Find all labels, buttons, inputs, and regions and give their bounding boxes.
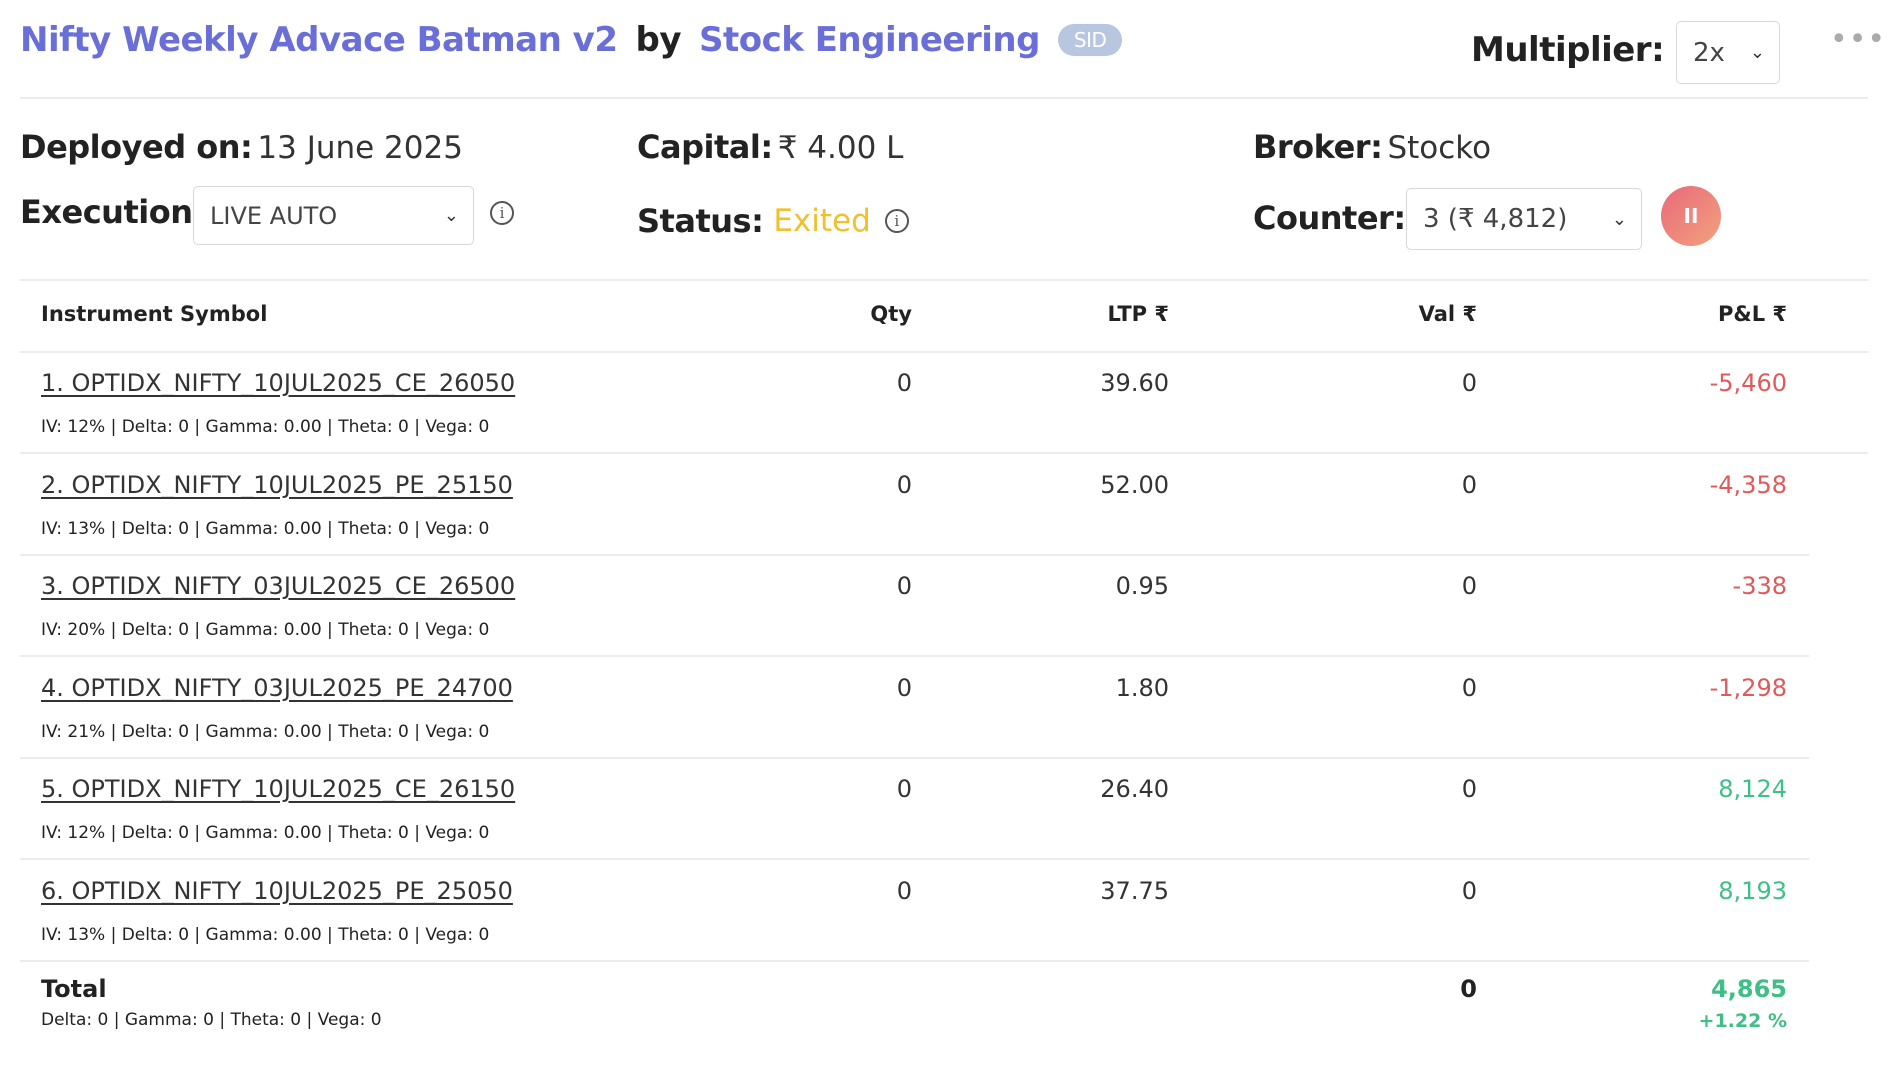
row-qty: 0 — [896, 673, 912, 702]
multiplier-value: 2x — [1693, 37, 1725, 68]
row-pnl: -1,298 — [1709, 673, 1787, 702]
capital-value: ₹ 4.00 L — [777, 130, 904, 166]
row-val: 0 — [1461, 470, 1477, 499]
capital: Capital: ₹ 4.00 L — [637, 128, 903, 166]
total-greeks: Delta: 0 | Gamma: 0 | Theta: 0 | Vega: 0 — [41, 1010, 382, 1030]
row-val: 0 — [1461, 369, 1477, 397]
total-pnl: 4,865 — [1711, 975, 1787, 1003]
instrument-symbol-link[interactable]: 2. OPTIDX_NIFTY_10JUL2025_PE_25150 — [41, 470, 513, 499]
status: Status: Exited i — [637, 202, 909, 240]
execution-label: Execution: — [20, 193, 205, 231]
table-row: 4. OPTIDX_NIFTY_03JUL2025_PE_24700 IV: 2… — [20, 658, 1809, 759]
table-row: 2. OPTIDX_NIFTY_10JUL2025_PE_25150 IV: 1… — [20, 455, 1809, 556]
row-pnl: -5,460 — [1709, 369, 1787, 397]
pause-icon: II — [1683, 204, 1699, 228]
row-qty: 0 — [896, 369, 912, 397]
info-icon[interactable]: i — [490, 201, 514, 225]
row-val: 0 — [1461, 876, 1477, 905]
row-qty: 0 — [896, 876, 912, 905]
total-pnl-percent: +1.22 % — [1698, 1010, 1787, 1032]
row-greeks: IV: 13% | Delta: 0 | Gamma: 0.00 | Theta… — [41, 924, 490, 945]
table-row: 6. OPTIDX_NIFTY_10JUL2025_PE_25050 IV: 1… — [20, 861, 1809, 962]
info-icon[interactable]: i — [884, 209, 909, 233]
table-row: 1. OPTIDX_NIFTY_10JUL2025_CE_26050 IV: 1… — [20, 353, 1868, 454]
deployed-value: 13 June 2025 — [257, 130, 463, 166]
row-val: 0 — [1461, 673, 1477, 702]
counter-value: 3 (₹ 4,812) — [1423, 204, 1568, 234]
row-pnl: -338 — [1732, 572, 1787, 600]
row-ltp: 1.80 — [1115, 673, 1169, 702]
broker-label: Broker: — [1253, 128, 1383, 166]
instrument-symbol-link[interactable]: 4. OPTIDX_NIFTY_03JUL2025_PE_24700 — [41, 673, 513, 702]
header-qty: Qty — [870, 302, 912, 326]
multiplier-select[interactable]: 2x ⌄ — [1676, 21, 1780, 84]
row-qty: 0 — [896, 470, 912, 499]
by-text: by — [635, 20, 681, 60]
page-title: Nifty Weekly Advace Batman v2 by Stock E… — [20, 20, 1123, 60]
total-label: Total — [41, 975, 107, 1003]
row-ltp: 39.60 — [1100, 369, 1169, 397]
multiplier-label: Multiplier: — [1471, 30, 1665, 70]
chevron-down-icon: ⌄ — [1611, 208, 1627, 230]
header-divider — [20, 351, 1868, 353]
chevron-down-icon: ⌄ — [443, 205, 459, 226]
header-pnl: P&L ₹ — [1717, 302, 1787, 326]
instrument-symbol-link[interactable]: 6. OPTIDX_NIFTY_10JUL2025_PE_25050 — [41, 876, 513, 905]
deployed-on: Deployed on: 13 June 2025 — [20, 128, 463, 166]
status-value: Exited — [773, 203, 871, 239]
broker-value: Stocko — [1387, 130, 1492, 166]
header-ltp: LTP ₹ — [1107, 302, 1169, 326]
status-label: Status: — [637, 202, 764, 240]
execution-select[interactable]: LIVE AUTO ⌄ — [193, 186, 474, 245]
instrument-symbol-link[interactable]: 1. OPTIDX_NIFTY_10JUL2025_CE_26050 — [41, 369, 516, 397]
row-pnl: -4,358 — [1709, 470, 1787, 499]
header-val: Val ₹ — [1418, 302, 1477, 326]
row-ltp: 26.40 — [1100, 775, 1169, 803]
row-ltp: 37.75 — [1100, 876, 1169, 905]
chevron-down-icon: ⌄ — [1749, 42, 1765, 63]
row-val: 0 — [1461, 775, 1477, 803]
row-qty: 0 — [896, 572, 912, 600]
pause-button[interactable]: II — [1661, 186, 1721, 246]
row-ltp: 52.00 — [1100, 470, 1169, 499]
total-val: 0 — [1460, 975, 1477, 1003]
row-greeks: IV: 21% | Delta: 0 | Gamma: 0.00 | Theta… — [41, 721, 490, 742]
more-horizontal-icon[interactable]: ••• — [1830, 22, 1887, 57]
row-greeks: IV: 20% | Delta: 0 | Gamma: 0.00 | Theta… — [41, 620, 490, 640]
table-row: 3. OPTIDX_NIFTY_03JUL2025_CE_26500 IV: 2… — [20, 556, 1809, 657]
row-ltp: 0.95 — [1115, 572, 1169, 600]
capital-label: Capital: — [637, 128, 773, 166]
counter-select[interactable]: 3 (₹ 4,812) ⌄ — [1406, 188, 1642, 250]
instrument-symbol-link[interactable]: 5. OPTIDX_NIFTY_10JUL2025_CE_26150 — [41, 775, 516, 803]
deployed-label: Deployed on: — [20, 128, 253, 166]
row-greeks: IV: 12% | Delta: 0 | Gamma: 0.00 | Theta… — [41, 823, 490, 843]
header-symbol: Instrument Symbol — [41, 302, 268, 326]
divider — [20, 279, 1868, 281]
execution-value: LIVE AUTO — [210, 201, 338, 230]
strategy-name-link[interactable]: Nifty Weekly Advace Batman v2 — [20, 20, 618, 60]
row-val: 0 — [1461, 572, 1477, 600]
instrument-symbol-link[interactable]: 3. OPTIDX_NIFTY_03JUL2025_CE_26500 — [41, 572, 516, 600]
row-qty: 0 — [896, 775, 912, 803]
row-greeks: IV: 13% | Delta: 0 | Gamma: 0.00 | Theta… — [41, 518, 490, 539]
row-pnl: 8,193 — [1718, 876, 1787, 905]
broker: Broker: Stocko — [1253, 128, 1491, 166]
table-row: 5. OPTIDX_NIFTY_10JUL2025_CE_26150 IV: 1… — [20, 759, 1809, 860]
row-pnl: 8,124 — [1718, 775, 1787, 803]
counter-label: Counter: — [1253, 199, 1406, 237]
author-link[interactable]: Stock Engineering — [699, 20, 1040, 60]
sid-badge: SID — [1057, 24, 1123, 56]
row-greeks: IV: 12% | Delta: 0 | Gamma: 0.00 | Theta… — [41, 417, 490, 437]
divider — [20, 97, 1868, 99]
